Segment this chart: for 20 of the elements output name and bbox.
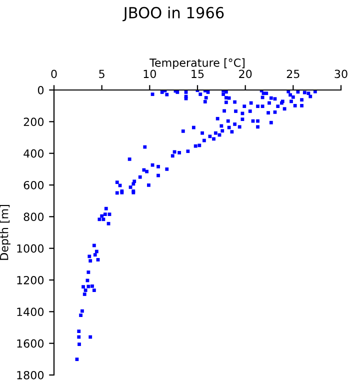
x-axis-title: Temperature [°C] [150,58,244,70]
x-tick-label: 0 [51,70,57,78]
x-tick-label: 5 [99,70,104,78]
y-tick-label: 600 [24,180,44,190]
y-tick-label: 1600 [17,339,44,348]
chart-title: JBOO in 1966 [122,6,224,22]
y-tick-label: 1000 [17,244,44,253]
x-tick-label: 25 [286,70,300,78]
y-tick-label: 1800 [17,370,44,380]
y-tick-label: 1200 [17,276,44,284]
x-tick-label: 20 [239,70,252,78]
x-tick-label: 15 [192,70,204,78]
y-tick-label: 1400 [17,308,44,316]
y-tick-label: 200 [24,118,44,126]
y-tick-label: 0 [38,86,44,94]
y-tick-label: 400 [24,149,44,158]
y-tick-label: 800 [24,212,44,222]
x-tick-label: 10 [144,70,156,78]
x-tick-label: 30 [334,70,348,78]
y-axis-title: Depth [m] [0,205,10,260]
